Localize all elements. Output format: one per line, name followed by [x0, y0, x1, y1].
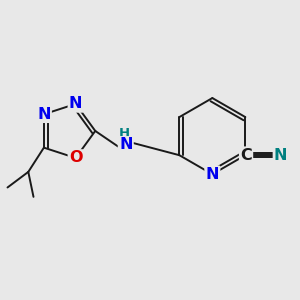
Text: N: N: [69, 96, 82, 111]
Text: N: N: [206, 167, 219, 182]
Text: N: N: [37, 107, 51, 122]
Text: N: N: [119, 137, 133, 152]
Text: O: O: [69, 151, 82, 166]
Text: N: N: [274, 148, 287, 163]
Text: H: H: [118, 127, 130, 140]
Text: C: C: [240, 148, 252, 163]
